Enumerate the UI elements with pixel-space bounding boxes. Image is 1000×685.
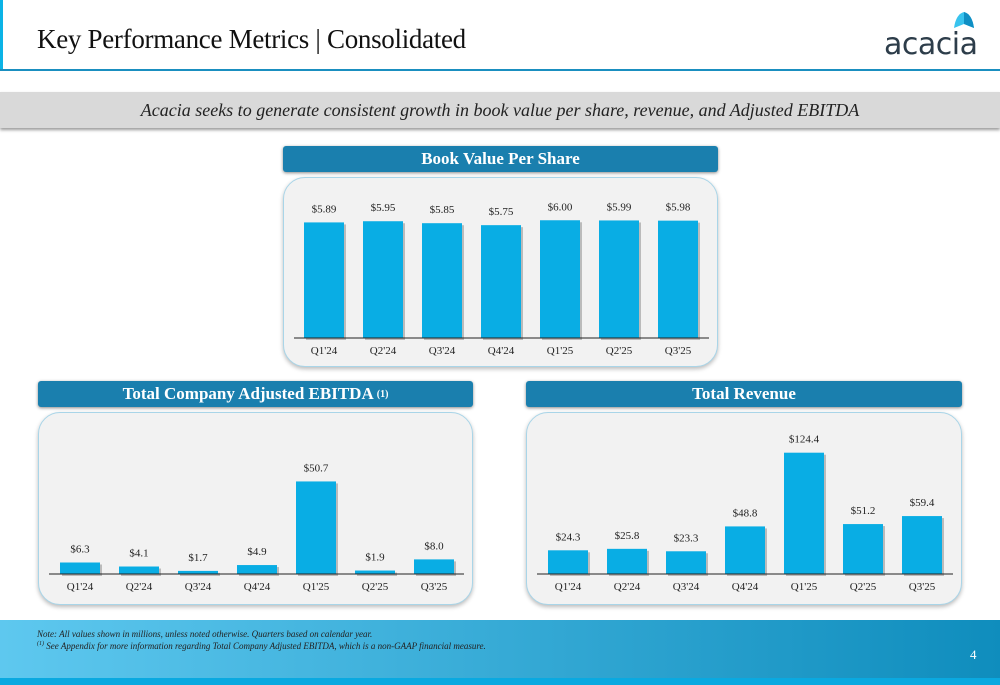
- x-tick-label: Q3'24: [673, 581, 700, 593]
- footer-footnote: (1) See Appendix for more information re…: [37, 641, 486, 651]
- x-tick-label: Q4'24: [488, 345, 515, 357]
- x-tick-label: Q3'24: [185, 581, 212, 593]
- data-label: $5.98: [666, 202, 691, 214]
- footer-stripe: [0, 678, 1000, 685]
- x-tick-label: Q3'25: [909, 581, 936, 593]
- x-tick-label: Q1'24: [311, 345, 338, 357]
- data-label: $25.8: [615, 530, 640, 542]
- bar: [119, 566, 159, 574]
- footnote-text: See Appendix for more information regard…: [46, 641, 486, 651]
- x-tick-label: Q1'25: [791, 581, 818, 593]
- bar: [363, 221, 403, 338]
- data-label: $5.85: [430, 204, 455, 216]
- bar: [902, 516, 942, 574]
- ebitda-chart: $6.3 Q1'24 $4.1 Q2'24 $1.7 Q3'24 $4.9 Q4'24 $50.…: [38, 412, 473, 605]
- x-tick-label: Q2'25: [362, 581, 389, 593]
- data-label: $6.3: [70, 543, 90, 555]
- bar: [481, 225, 521, 338]
- bvps-title-text: Book Value Per Share: [421, 149, 580, 168]
- ebitda-title-footnote: (1): [376, 388, 389, 400]
- x-tick-label: Q2'25: [850, 581, 877, 593]
- x-tick-label: Q3'24: [429, 345, 456, 357]
- bar: [60, 562, 100, 574]
- data-label: $5.95: [371, 202, 396, 214]
- revenue-chart: $24.3 Q1'24 $25.8 Q2'24 $23.3 Q3'24 $48.8 Q4'24…: [526, 412, 962, 605]
- tagline: Acacia seeks to generate consistent grow…: [0, 92, 1000, 128]
- revenue-title: Total Revenue: [526, 381, 962, 407]
- data-label: $1.7: [188, 552, 208, 564]
- bar: [296, 481, 336, 574]
- revenue-title-text: Total Revenue: [692, 384, 796, 403]
- data-label: $5.89: [312, 203, 337, 215]
- bar: [658, 220, 698, 338]
- bar: [843, 524, 883, 574]
- data-label: $59.4: [910, 497, 935, 509]
- bar: [666, 551, 706, 574]
- page-number: 4: [970, 647, 977, 662]
- bar: [304, 222, 344, 338]
- ebitda-title: Total Company Adjusted EBITDA (1): [38, 381, 473, 407]
- footer: [0, 620, 1000, 678]
- x-tick-label: Q1'25: [547, 345, 574, 357]
- x-tick-label: Q2'24: [126, 581, 153, 593]
- acacia-logo: acacia: [884, 12, 988, 60]
- bar: [725, 526, 765, 574]
- logo-text: acacia: [884, 27, 978, 62]
- x-tick-label: Q2'25: [606, 345, 633, 357]
- bar: [178, 570, 218, 574]
- data-label: $4.9: [247, 546, 267, 558]
- data-label: $4.1: [129, 548, 148, 560]
- data-label: $8.0: [424, 540, 444, 552]
- data-label: $5.99: [607, 201, 632, 213]
- x-tick-label: Q1'24: [555, 581, 582, 593]
- x-tick-label: Q2'24: [614, 581, 641, 593]
- x-tick-label: Q4'24: [244, 581, 271, 593]
- data-label: $6.00: [548, 201, 573, 213]
- data-label: $24.3: [556, 531, 581, 543]
- x-tick-label: Q4'24: [732, 581, 759, 593]
- header-divider: [0, 69, 1000, 71]
- bar: [422, 223, 462, 338]
- x-tick-label: Q1'24: [67, 581, 94, 593]
- data-label: $124.4: [789, 434, 820, 446]
- header-accent: [0, 0, 3, 70]
- ebitda-title-text: Total Company Adjusted EBITDA: [122, 384, 374, 403]
- logo-mark-icon: [954, 12, 974, 28]
- footer-note: Note: All values shown in millions, unle…: [37, 629, 373, 639]
- bar: [540, 220, 580, 338]
- data-label: $48.8: [733, 507, 758, 519]
- x-tick-label: Q3'25: [665, 345, 692, 357]
- bar: [599, 220, 639, 338]
- page-title: Key Performance Metrics | Consolidated: [37, 24, 466, 54]
- bar: [237, 565, 277, 574]
- data-label: $23.3: [674, 532, 699, 544]
- bar: [414, 559, 454, 574]
- x-tick-label: Q1'25: [303, 581, 330, 593]
- bvps-title: Book Value Per Share: [283, 146, 718, 172]
- bar: [355, 570, 395, 574]
- footnote-marker: (1): [37, 641, 44, 647]
- data-label: $5.75: [489, 206, 514, 218]
- bar: [607, 548, 647, 574]
- bar: [784, 452, 824, 574]
- data-label: $1.9: [365, 552, 385, 564]
- x-tick-label: Q3'25: [421, 581, 448, 593]
- bar: [548, 550, 588, 574]
- bvps-chart: $5.89 Q1'24 $5.95 Q2'24 $5.85 Q3'24 $5.75 Q4'24…: [283, 177, 718, 367]
- data-label: $50.7: [304, 462, 329, 474]
- data-label: $51.2: [851, 505, 876, 517]
- x-tick-label: Q2'24: [370, 345, 397, 357]
